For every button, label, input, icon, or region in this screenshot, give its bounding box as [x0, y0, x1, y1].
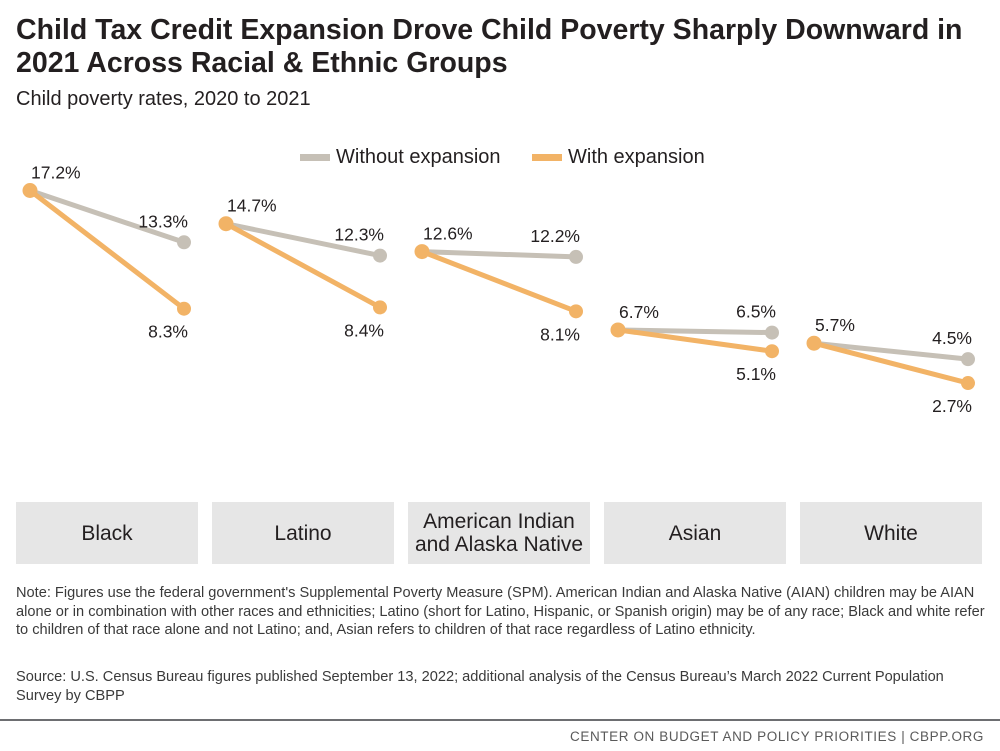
category-box-white: White — [800, 502, 982, 564]
label-without-latino: 12.3% — [334, 225, 384, 245]
label-without-american-indian-and-alaska-native: 12.2% — [530, 226, 580, 246]
label-with-white: 2.7% — [932, 396, 972, 416]
label-start-asian: 6.7% — [619, 302, 659, 322]
label-without-asian: 6.5% — [736, 302, 776, 322]
label-start-latino: 14.7% — [227, 196, 277, 216]
label-without-black: 13.3% — [138, 211, 188, 231]
slope-chart: 17.2% 13.3% 8.3% 14.7% 12.3% 8.4% 12.6% 12.2% 8.… — [22, 163, 975, 416]
footer-credit: CENTER ON BUDGET AND POLICY PRIORITIES |… — [570, 729, 984, 744]
point-with-american-indian-and-alaska-native — [569, 304, 583, 319]
line-with-latino — [223, 221, 383, 310]
point-without-asian — [765, 325, 779, 340]
point-without-black — [177, 235, 191, 250]
line-without-white — [811, 340, 971, 362]
line-without-latino — [223, 221, 383, 259]
chart-source: Source: U.S. Census Bureau figures publi… — [16, 669, 944, 704]
point-start-latino — [218, 216, 234, 232]
label-start-american-indian-and-alaska-native: 12.6% — [423, 224, 473, 244]
legend-swatch-with — [532, 154, 562, 161]
chart-subtitle: Child poverty rates, 2020 to 2021 — [16, 88, 311, 110]
label-with-black: 8.3% — [148, 322, 188, 342]
line-with-black — [27, 188, 187, 312]
category-box-latino: Latino — [212, 502, 394, 564]
line-with-white — [811, 340, 971, 386]
legend-swatch-without — [300, 154, 330, 161]
point-with-asian — [765, 344, 779, 359]
line-with-american-indian-and-alaska-native — [419, 249, 579, 314]
label-with-asian: 5.1% — [736, 364, 776, 384]
point-start-asian — [610, 322, 626, 338]
label-start-white: 5.7% — [815, 315, 855, 335]
line-with-asian — [615, 327, 775, 354]
point-start-black — [22, 183, 38, 198]
category-box-asian: Asian — [604, 502, 786, 564]
category-label-black: Black — [81, 521, 133, 545]
point-without-white — [961, 352, 975, 367]
label-start-black: 17.2% — [31, 163, 81, 183]
category-label-asian: Asian — [668, 521, 722, 545]
label-with-latino: 8.4% — [344, 320, 384, 340]
legend-label-without: Without expansion — [336, 146, 501, 168]
line-without-black — [27, 188, 187, 245]
line-without-asian — [615, 327, 775, 336]
legend-item-with: With expansion — [532, 146, 705, 169]
chart-legend: Without expansion With expansion — [0, 146, 1000, 170]
category-label-american-indian-and-alaska-native-2: and Alaska Native — [414, 533, 584, 556]
label-with-american-indian-and-alaska-native: 8.1% — [540, 324, 580, 344]
category-label-white: White — [864, 521, 918, 545]
point-start-white — [806, 335, 822, 351]
legend-item-without: Without expansion — [300, 146, 501, 169]
point-without-latino — [373, 248, 387, 263]
point-with-black — [177, 301, 191, 316]
point-without-american-indian-and-alaska-native — [569, 249, 583, 264]
point-with-white — [961, 376, 975, 391]
line-without-american-indian-and-alaska-native — [419, 249, 579, 260]
chart-title: Child Tax Credit Expansion Drove Child P… — [16, 14, 963, 79]
category-label-american-indian-and-alaska-native-1: American Indian — [423, 510, 575, 533]
category-box-black: Black — [16, 502, 198, 564]
category-box-american-indian-and-alaska-native: American Indian and Alaska Native — [408, 502, 590, 564]
point-with-latino — [373, 300, 387, 315]
legend-label-with: With expansion — [568, 146, 705, 168]
category-label-latino: Latino — [274, 521, 332, 545]
footer-rule — [0, 719, 1000, 721]
label-without-white: 4.5% — [932, 328, 972, 348]
chart-note: Note: Figures use the federal government… — [16, 585, 985, 638]
point-start-american-indian-and-alaska-native — [414, 244, 430, 260]
